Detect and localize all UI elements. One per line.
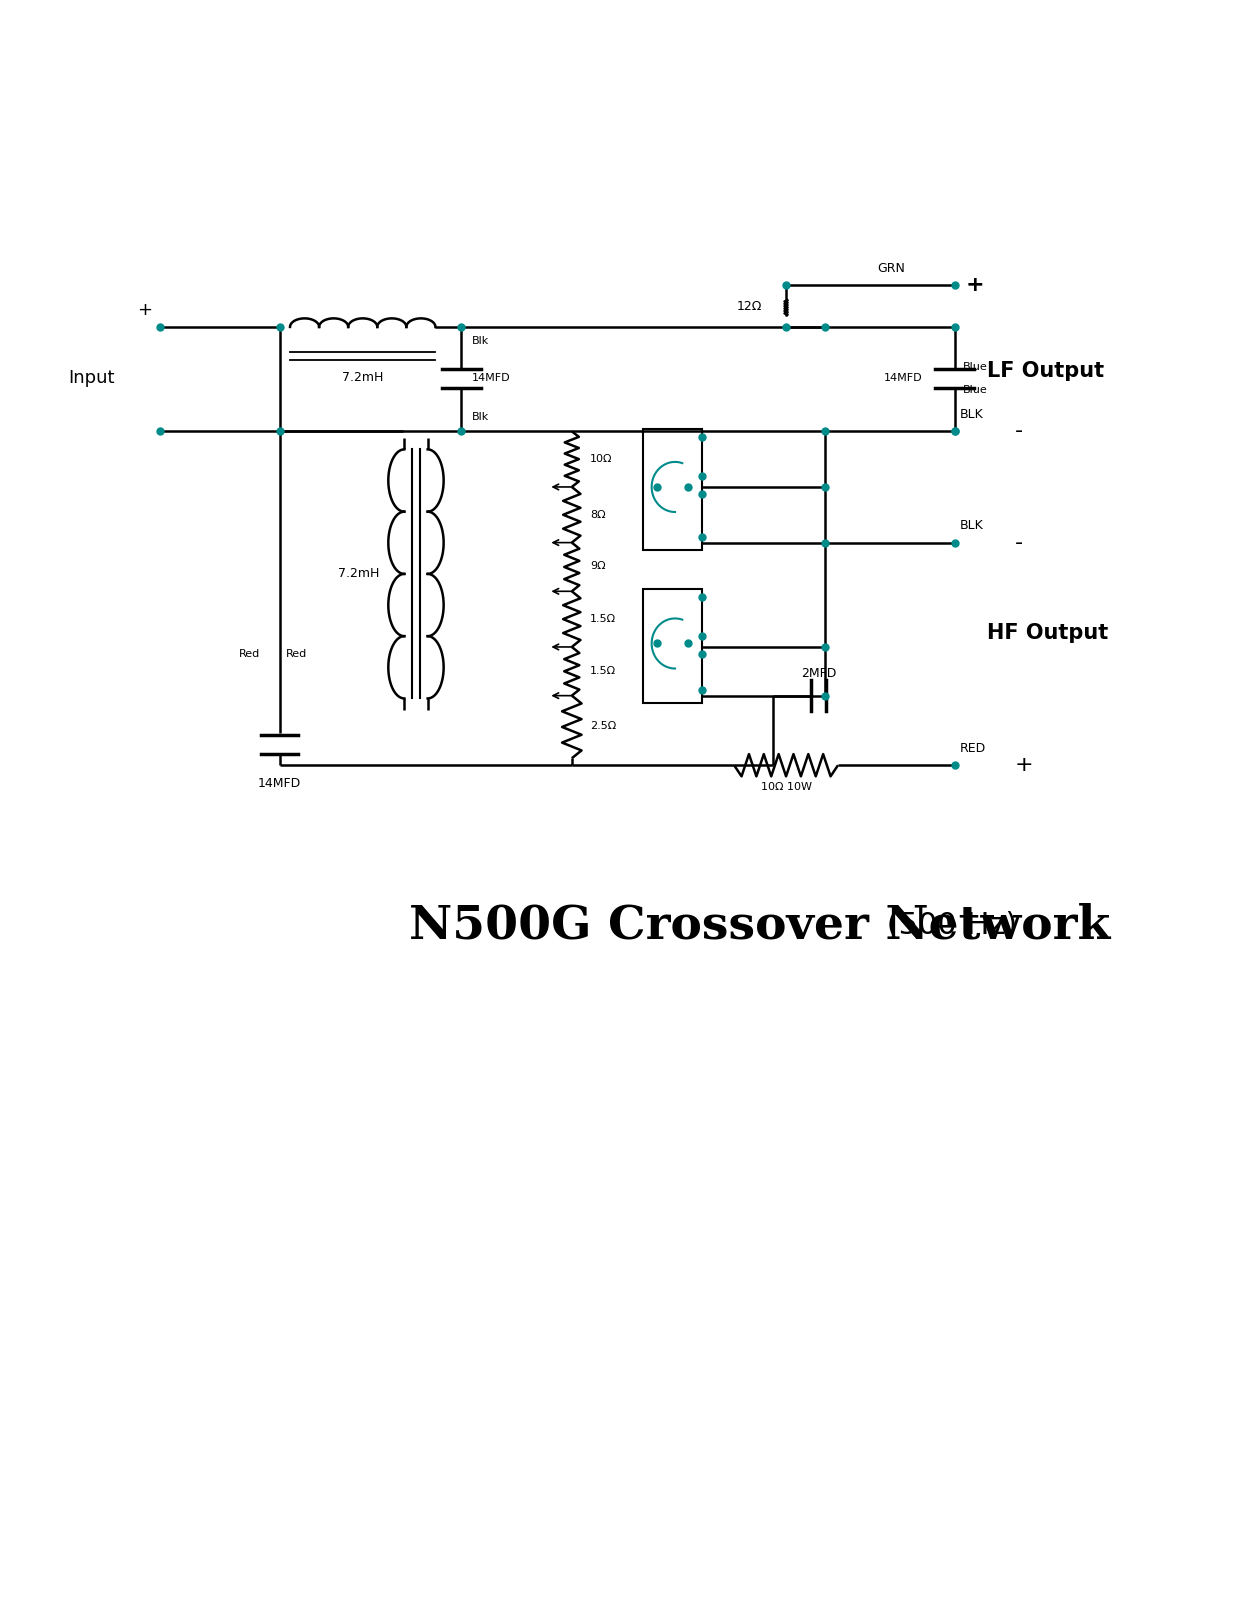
Text: 7.2mH: 7.2mH (343, 371, 383, 384)
Text: Input: Input (68, 370, 115, 387)
Text: 14MFD: 14MFD (259, 778, 302, 790)
Text: 10Ω: 10Ω (590, 454, 612, 464)
Text: HF Output: HF Output (987, 622, 1108, 643)
Text: 14MFD: 14MFD (471, 373, 511, 384)
Text: Blk: Blk (471, 413, 489, 422)
Bar (643, 429, 701, 549)
Text: GRN: GRN (877, 262, 904, 275)
Text: 8Ω: 8Ω (590, 510, 606, 520)
Text: 2MFD: 2MFD (800, 667, 836, 680)
Text: N500G Crossover Network: N500G Crossover Network (409, 902, 1111, 949)
Text: BLK: BLK (960, 408, 983, 421)
Text: Red: Red (239, 650, 260, 659)
Text: Blue: Blue (962, 362, 987, 373)
Text: 2.5Ω: 2.5Ω (590, 722, 616, 731)
Text: 14MFD: 14MFD (883, 373, 922, 384)
Text: (500 Hz): (500 Hz) (877, 910, 1017, 939)
Text: 1.5Ω: 1.5Ω (590, 614, 616, 624)
Text: 7.2mH: 7.2mH (338, 566, 380, 579)
Text: LF Output: LF Output (987, 362, 1105, 381)
Text: +: + (965, 275, 983, 296)
Text: 12Ω: 12Ω (737, 299, 762, 312)
Text: Red: Red (286, 650, 307, 659)
Text: -: - (1014, 533, 1023, 552)
Text: -: - (1014, 421, 1023, 442)
Text: Blk: Blk (471, 336, 489, 346)
Text: +: + (137, 301, 152, 320)
Text: +: + (1014, 755, 1033, 776)
Text: 10Ω 10W: 10Ω 10W (761, 782, 811, 792)
Text: 1.5Ω: 1.5Ω (590, 666, 616, 675)
Text: BLK: BLK (960, 520, 983, 533)
Bar (643, 589, 701, 702)
Text: RED: RED (960, 742, 986, 755)
Text: Blue: Blue (962, 384, 987, 395)
Text: 9Ω: 9Ω (590, 562, 606, 571)
